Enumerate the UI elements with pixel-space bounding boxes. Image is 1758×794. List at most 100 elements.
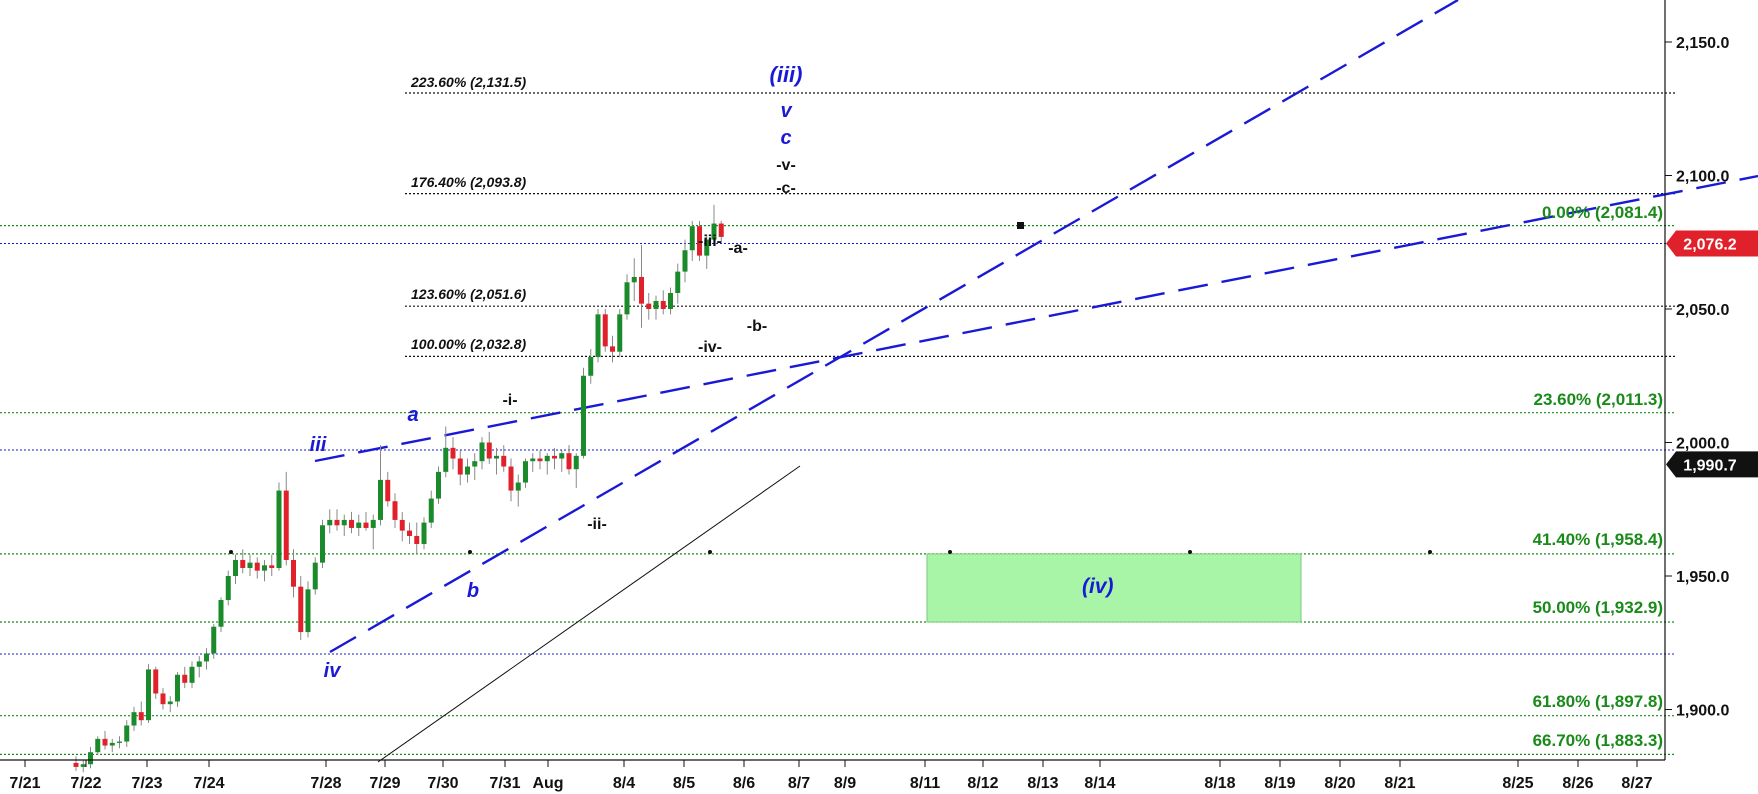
candle-body-down [508,466,514,491]
fib-level-66-7-label: 66.70% (1,883.3) [1533,731,1663,750]
dot-markers [229,222,1432,554]
candle [211,624,217,659]
candle [102,730,108,750]
candle [138,701,144,726]
candle-body-up [675,271,681,293]
candle-body-up [80,764,86,767]
candle [646,292,652,320]
candle-body-up [204,653,209,662]
candle [610,335,615,363]
candle [653,295,659,320]
candle [109,738,115,753]
marker-dot [468,550,472,554]
candle-body-up [370,519,376,528]
candle [247,554,253,576]
candle [508,458,514,502]
x-tick-label: 8/19 [1264,775,1295,792]
candle-body-up [211,626,217,654]
candle-body-down [392,501,398,520]
marker-dot [229,550,233,554]
candle-body-down [334,519,340,526]
candle-body-up [631,276,637,283]
x-tick-label: 7/23 [131,775,162,792]
candle [291,549,296,598]
candle [595,309,601,363]
candle-body-up [682,250,688,272]
candle-body-down [254,562,260,571]
ext-level-123-6-label: 123.60% (2,051.6) [411,286,527,302]
candle [660,290,666,315]
candle-body-down [102,738,108,746]
wave-label-minor-a: -a- [728,240,748,257]
candle [262,559,267,582]
candle-body-up [479,442,485,462]
candle [523,458,528,488]
fib-level-23-6-label: 23.60% (2,011.3) [1534,390,1663,409]
candle-body-up [95,738,101,753]
candle-body-down [602,314,608,347]
candle-body-up [523,461,528,483]
x-tick-label: 8/9 [834,775,856,792]
candle [283,471,289,566]
trendline-a-upper [314,174,1758,463]
candle-body-up [595,314,601,358]
target-zone-label: (iv) [1082,575,1114,598]
candle [602,309,608,352]
candle [566,445,572,475]
candle [399,511,405,542]
candle [479,437,485,470]
candle [457,450,463,486]
candle [472,453,478,480]
wave-label-minor-iv: -iv- [698,339,722,356]
candle [414,522,420,555]
trendline-b-lower [329,0,1459,654]
candle-body-up [312,562,318,590]
wave-label-minor-v: -v- [776,157,796,174]
candle [407,522,412,544]
horizontal-levels [0,92,1675,756]
candle [378,445,383,526]
x-tick-label: 7/22 [70,775,101,792]
wave-labels: (iii) v c iii a b iv -v- -c- -iii- -a- -… [310,62,803,682]
candle [588,349,594,384]
x-tick-label: 7/21 [9,775,40,792]
x-tick-label: 8/18 [1204,775,1235,792]
candle-body-down [73,762,79,767]
candle [552,447,557,470]
candle-body-down [182,674,188,683]
x-tick-label: Aug [532,775,563,792]
y-tick-label: 2,050.0 [1676,302,1729,319]
candle [305,581,311,638]
date-axis: 7/21 7/22 7/23 7/24 7/28 7/29 7/30 7/31 Aug 8/4 8/… [0,759,1665,792]
candle [573,453,579,488]
candle-body-down [537,458,543,462]
candle [146,664,151,723]
candle-body-up [472,461,478,467]
candle-body-up [443,447,449,472]
price-axis-ticks: 1,900.0 1,950.0 2,000.0 2,050.0 2,100.0 2,150… [1665,35,1729,720]
candle-body-up [711,223,717,240]
candle [182,666,188,689]
x-tick-label: 8/21 [1384,775,1415,792]
candle [697,220,702,261]
candle [167,696,173,713]
candle-body-up [341,519,347,526]
ref-price-badge-shape [1666,451,1758,478]
candle [363,511,369,531]
last-price-badge-text: 2,076.2 [1683,237,1736,254]
candle-body-up [428,498,434,523]
candle [450,437,456,470]
candle [196,656,202,678]
ext-level-223-6-label: 223.60% (2,131.5) [410,74,527,90]
candle-body-up [588,357,594,376]
x-tick-label: 7/30 [427,775,458,792]
x-tick-label: 8/6 [733,775,755,792]
candle [233,554,238,585]
candle-body-up [327,519,333,526]
marker-dot [1428,550,1432,554]
candle-body-down [160,693,166,705]
x-tick-label: 8/25 [1502,775,1533,792]
x-tick-label: 8/4 [613,775,635,792]
candle-body-up [305,589,311,633]
